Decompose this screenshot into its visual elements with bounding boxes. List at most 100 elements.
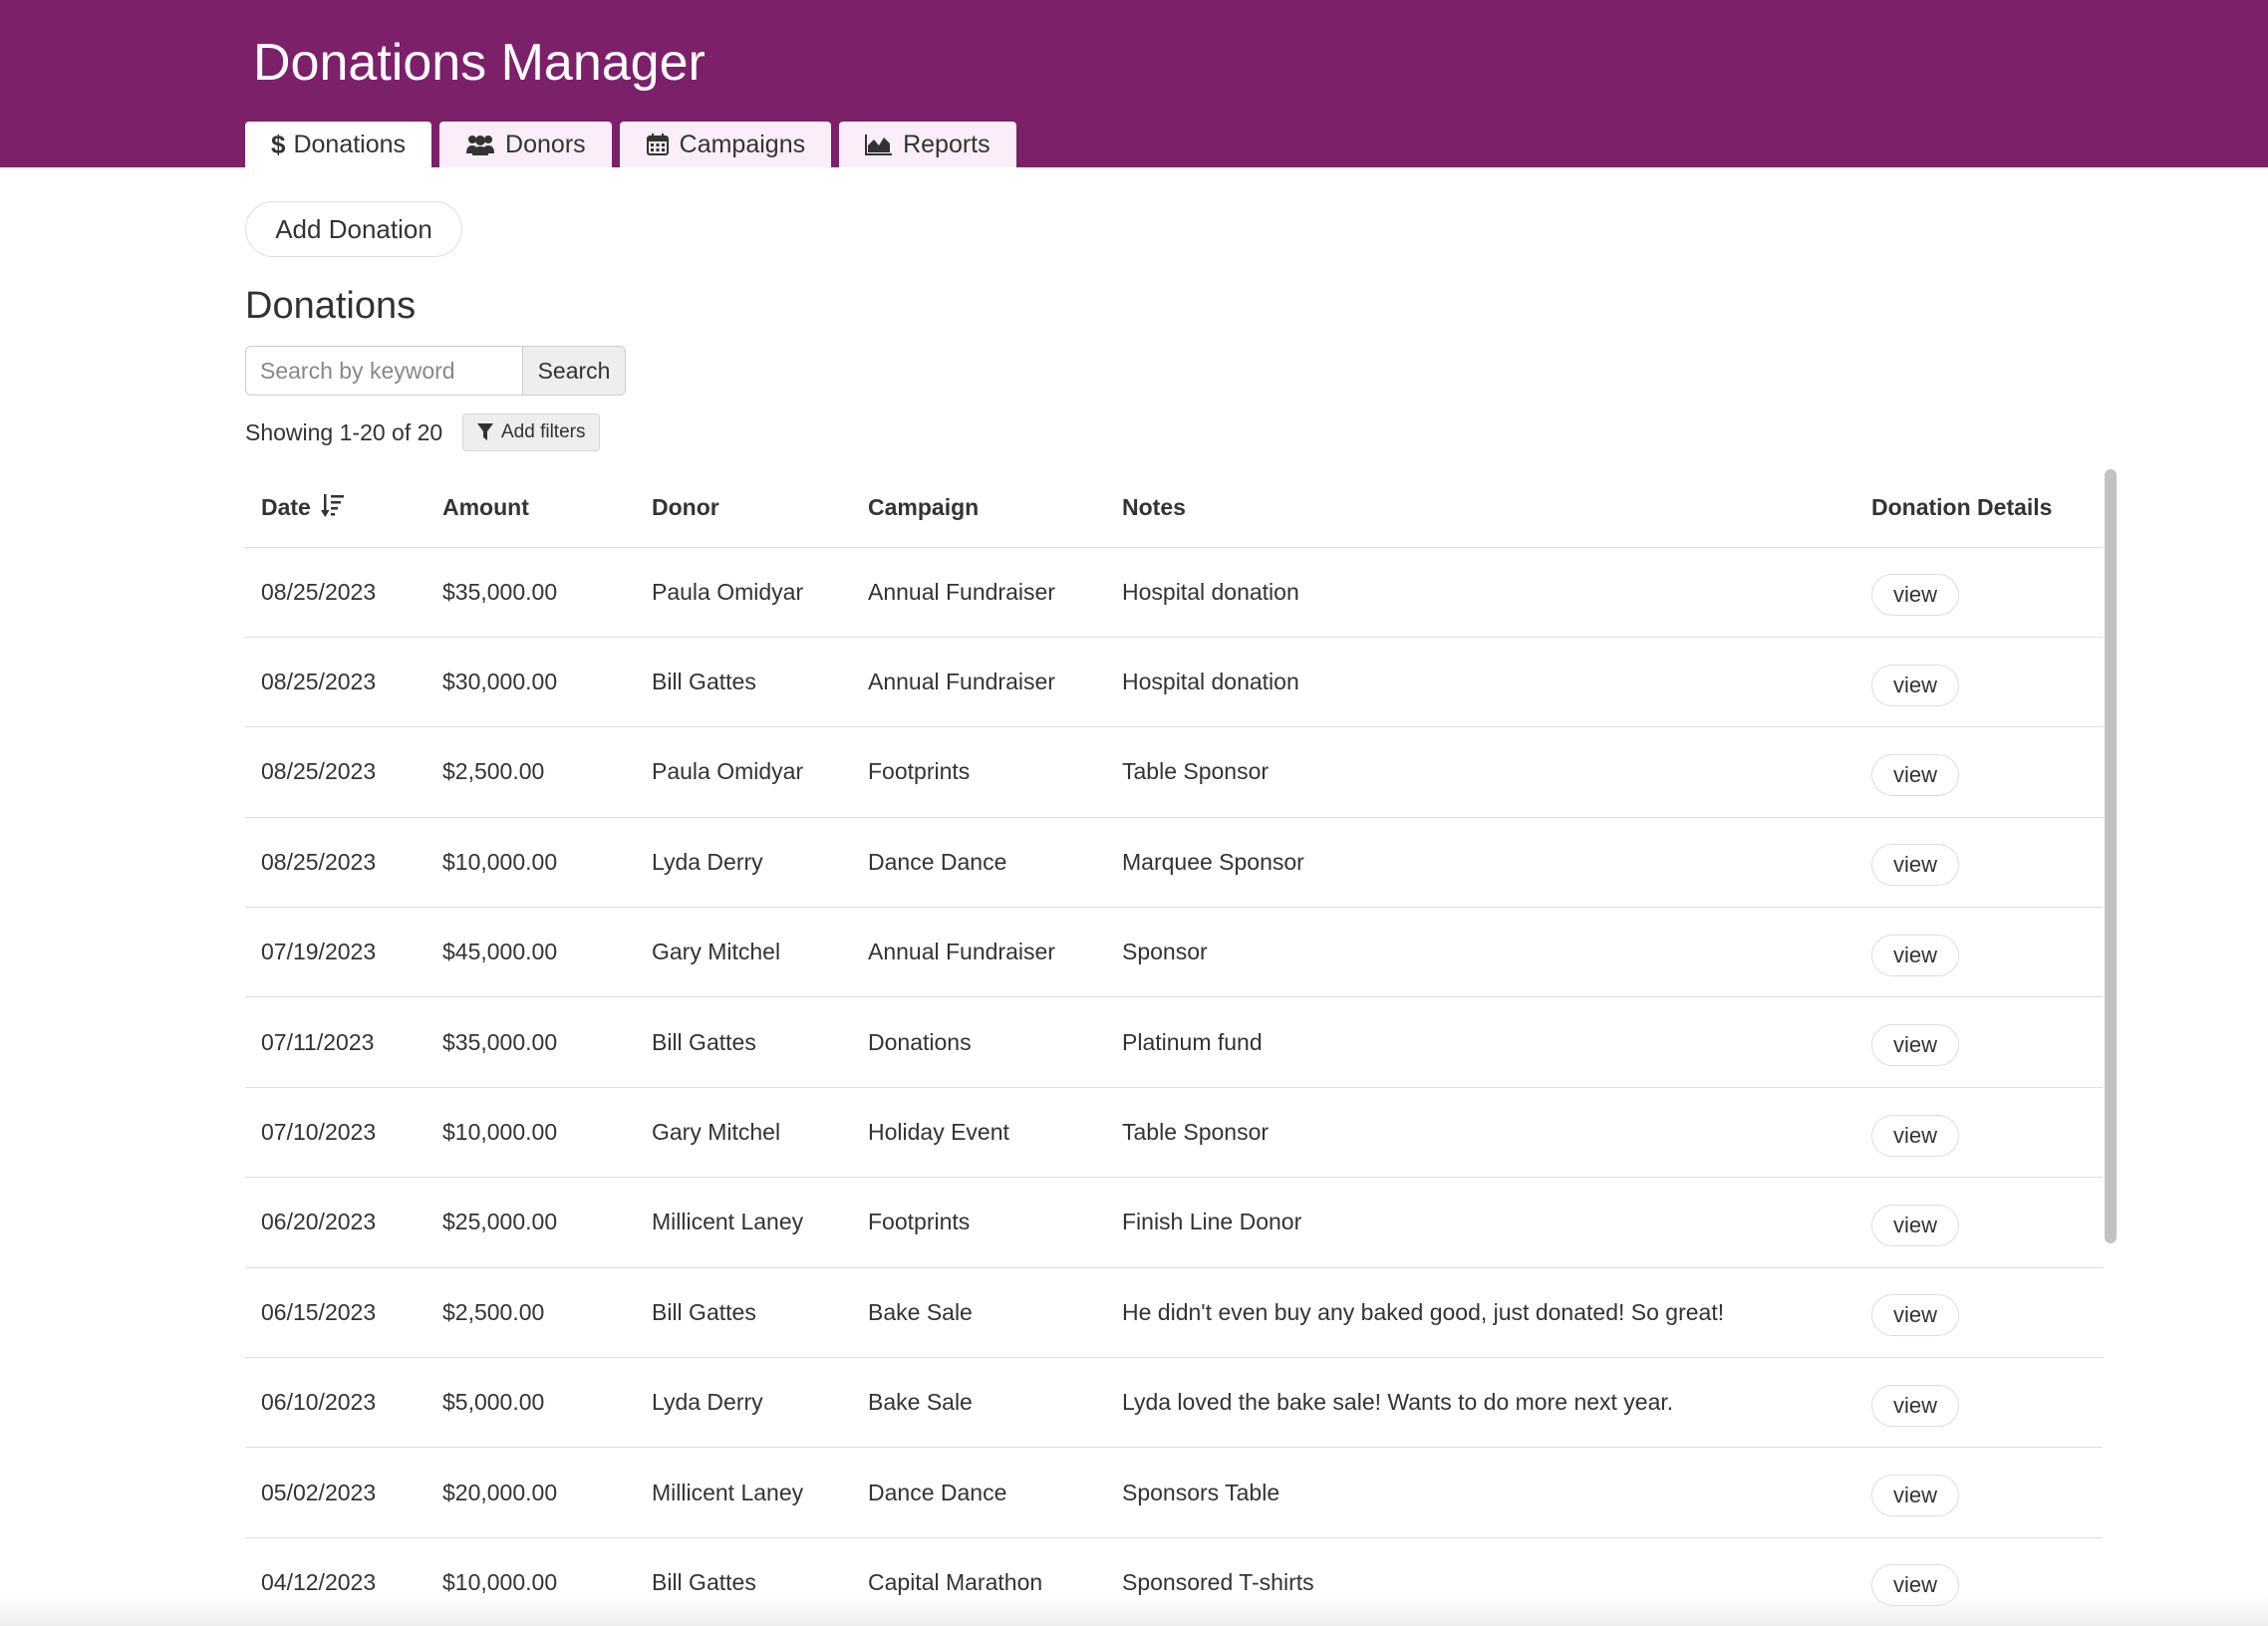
column-header-donor: Donor xyxy=(636,468,852,548)
cell-donor: Millicent Laney xyxy=(636,1447,852,1538)
view-button[interactable]: view xyxy=(1871,844,1959,887)
cell-donor: Millicent Laney xyxy=(636,1177,852,1268)
sort-descending-icon xyxy=(321,493,345,517)
cell-amount: $10,000.00 xyxy=(426,817,636,909)
cell-donation-details: view xyxy=(1855,1267,2103,1359)
view-button[interactable]: view xyxy=(1871,1024,1959,1067)
page-title: Donations xyxy=(245,285,417,327)
cell-date: 08/25/2023 xyxy=(245,726,426,818)
cell-campaign: Bake Sale xyxy=(852,1267,1106,1359)
cell-notes: Hospital donation xyxy=(1106,637,1855,728)
cell-notes: Table Sponsor xyxy=(1106,1087,1855,1179)
tab-label: Donors xyxy=(505,130,586,158)
tab-donors[interactable]: Donors xyxy=(439,122,612,167)
column-header-notes: Notes xyxy=(1106,468,1855,548)
cell-notes: Sponsors Table xyxy=(1106,1447,1855,1538)
cell-notes: Marquee Sponsor xyxy=(1106,817,1855,909)
cell-campaign: Annual Fundraiser xyxy=(852,907,1106,998)
cell-amount: $2,500.00 xyxy=(426,1267,636,1359)
cell-campaign: Footprints xyxy=(852,726,1106,818)
column-header-campaign: Campaign xyxy=(852,468,1106,548)
table-row: 08/25/2023 $10,000.00 Lyda Derry Dance Danc… xyxy=(245,817,2103,909)
view-button[interactable]: view xyxy=(1871,1475,1959,1517)
table-scrollbar[interactable] xyxy=(2105,469,2117,1243)
cell-campaign: Bake Sale xyxy=(852,1357,1106,1449)
add-donation-button[interactable]: Add Donation xyxy=(245,201,462,257)
cell-notes: Platinum fund xyxy=(1106,996,1855,1088)
view-button[interactable]: view xyxy=(1871,1294,1959,1337)
cell-notes: Table Sponsor xyxy=(1106,726,1855,818)
cell-date: 06/15/2023 xyxy=(245,1267,426,1359)
table-header-row: Date Amount Donor Campaign Notes Donatio… xyxy=(245,468,2103,548)
cell-donor: Gary Mitchel xyxy=(636,1087,852,1179)
area-chart-icon xyxy=(865,135,893,155)
nav-tabs: $ Donations Donors xyxy=(245,122,1016,167)
column-header-date[interactable]: Date xyxy=(245,468,426,548)
cell-notes: He didn't even buy any baked good, just … xyxy=(1106,1267,1855,1359)
cell-date: 07/10/2023 xyxy=(245,1087,426,1179)
cell-donation-details: view xyxy=(1855,1447,2103,1538)
tab-campaigns[interactable]: Campaigns xyxy=(619,122,832,167)
cell-donation-details: view xyxy=(1855,817,2103,909)
tab-label: Reports xyxy=(903,130,991,158)
view-button[interactable]: view xyxy=(1871,934,1959,976)
donations-table: Date Amount Donor Campaign Notes Donatio… xyxy=(245,468,2103,1626)
cell-date: 06/10/2023 xyxy=(245,1357,426,1449)
search-button[interactable]: Search xyxy=(522,346,626,396)
cell-donor: Lyda Derry xyxy=(636,817,852,909)
cell-date: 05/02/2023 xyxy=(245,1447,426,1538)
cell-notes: Sponsor xyxy=(1106,907,1855,998)
cell-date: 08/25/2023 xyxy=(245,637,426,728)
cell-amount: $35,000.00 xyxy=(426,547,636,638)
cell-donor: Bill Gattes xyxy=(636,996,852,1088)
tab-label: Campaigns xyxy=(679,130,806,158)
search-bar: Search xyxy=(245,346,626,396)
view-button[interactable]: view xyxy=(1871,1384,1959,1427)
cell-donor: Lyda Derry xyxy=(636,1357,852,1449)
cell-donation-details: view xyxy=(1855,637,2103,728)
view-button[interactable]: view xyxy=(1871,664,1959,706)
filter-icon xyxy=(477,423,493,440)
view-button[interactable]: view xyxy=(1871,574,1959,617)
table-row: 06/15/2023 $2,500.00 Bill Gattes Bake Sale H… xyxy=(245,1267,2103,1359)
app-title: Donations Manager xyxy=(253,34,706,92)
add-filters-label: Add filters xyxy=(501,421,586,442)
cell-amount: $20,000.00 xyxy=(426,1447,636,1538)
table-row: 08/25/2023 $35,000.00 Paula Omidyar Annual … xyxy=(245,547,2103,638)
cell-donation-details: view xyxy=(1855,1177,2103,1268)
view-button[interactable]: view xyxy=(1871,753,1959,796)
cell-amount: $30,000.00 xyxy=(426,637,636,728)
cell-amount: $25,000.00 xyxy=(426,1177,636,1268)
tab-reports[interactable]: Reports xyxy=(839,122,1016,167)
view-button[interactable]: view xyxy=(1871,1204,1959,1246)
cell-amount: $2,500.00 xyxy=(426,726,636,818)
tab-donations[interactable]: $ Donations xyxy=(245,122,432,167)
cell-date: 08/25/2023 xyxy=(245,817,426,909)
tab-label: Donations xyxy=(293,130,407,158)
cell-donation-details: view xyxy=(1855,996,2103,1088)
bottom-fade xyxy=(0,1596,2268,1626)
cell-campaign: Donations xyxy=(852,996,1106,1088)
table-row: 07/10/2023 $10,000.00 Gary Mitchel Holiday … xyxy=(245,1087,2103,1179)
cell-amount: $10,000.00 xyxy=(426,1087,636,1179)
table-row: 05/02/2023 $20,000.00 Millicent Laney Dance… xyxy=(245,1447,2103,1538)
calendar-icon xyxy=(646,134,669,155)
cell-donation-details: view xyxy=(1855,1357,2103,1449)
cell-donation-details: view xyxy=(1855,547,2103,638)
search-input[interactable] xyxy=(245,346,522,396)
cell-notes: Lyda loved the bake sale! Wants to do mo… xyxy=(1106,1357,1855,1449)
add-filters-button[interactable]: Add filters xyxy=(462,413,601,451)
cell-date: 08/25/2023 xyxy=(245,547,426,638)
dollar-icon: $ xyxy=(271,129,286,159)
cell-donor: Bill Gattes xyxy=(636,1267,852,1359)
cell-date: 07/19/2023 xyxy=(245,907,426,998)
cell-notes: Finish Line Donor xyxy=(1106,1177,1855,1268)
donations-table-container: Date Amount Donor Campaign Notes Donatio… xyxy=(245,468,2103,1626)
view-button[interactable]: view xyxy=(1871,1114,1959,1157)
cell-amount: $35,000.00 xyxy=(426,996,636,1088)
cell-donation-details: view xyxy=(1855,726,2103,818)
cell-date: 07/11/2023 xyxy=(245,996,426,1088)
cell-amount: $5,000.00 xyxy=(426,1357,636,1449)
table-row: 07/19/2023 $45,000.00 Gary Mitchel Annual F… xyxy=(245,907,2103,998)
cell-donor: Gary Mitchel xyxy=(636,907,852,998)
